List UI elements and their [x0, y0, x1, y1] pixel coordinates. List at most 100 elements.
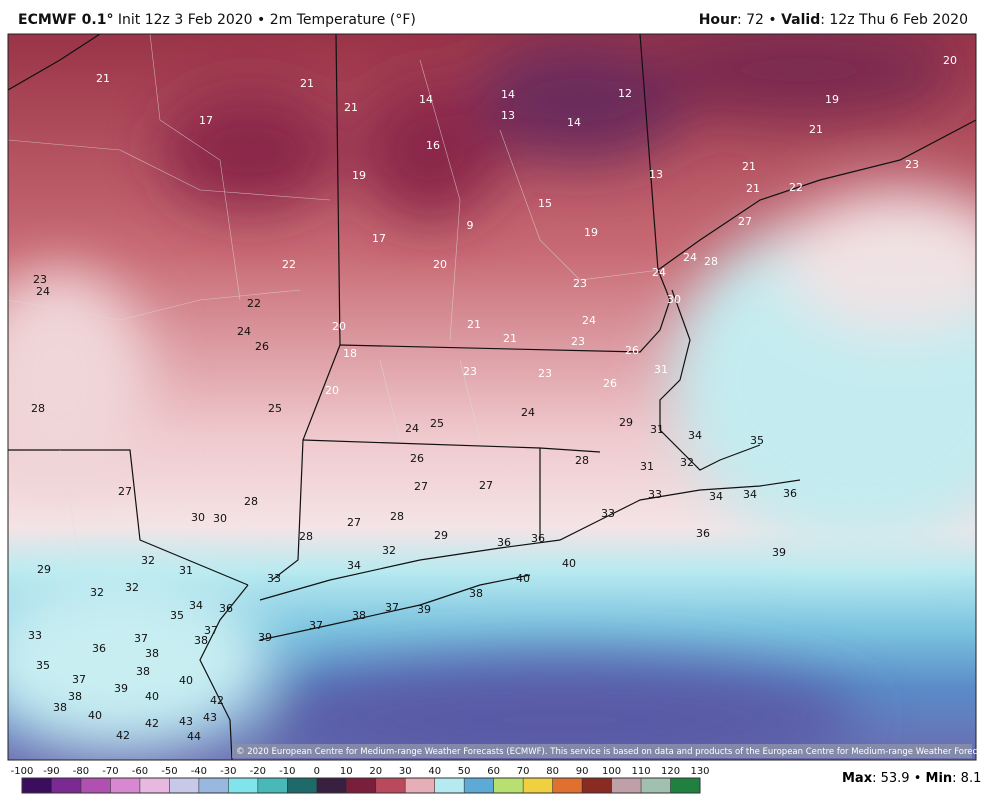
colorbar-tick-label: 60 — [487, 766, 500, 777]
temperature-label: 34 — [688, 429, 702, 442]
colorbar-tick-label: 130 — [690, 766, 709, 777]
colorbar-tick-label: 40 — [428, 766, 441, 777]
temperature-label: 20 — [325, 384, 339, 397]
temperature-label: 33 — [648, 488, 662, 501]
temperature-label: 31 — [640, 460, 654, 473]
temperature-label: 24 — [405, 422, 419, 435]
temperature-label: 19 — [352, 169, 366, 182]
temperature-label: 21 — [467, 318, 481, 331]
temperature-label: 27 — [347, 516, 361, 529]
hour-label: Hour — [698, 12, 737, 28]
temperature-label: 37 — [309, 619, 323, 632]
temperature-label: 19 — [825, 93, 839, 106]
temperature-label: 34 — [347, 559, 361, 572]
temperature-label: 23 — [33, 273, 47, 286]
temperature-label: 13 — [649, 168, 663, 181]
temperature-label: 29 — [619, 416, 633, 429]
colorbar-swatch — [464, 778, 495, 793]
temperature-label: 28 — [704, 255, 718, 268]
temperature-label: 38 — [136, 665, 150, 678]
temperature-label: 40 — [562, 557, 576, 570]
colorbar-swatch — [80, 778, 111, 793]
temperature-label: 15 — [538, 197, 552, 210]
colorbar-swatch — [375, 778, 406, 793]
temperature-label: 34 — [743, 488, 757, 501]
temperature-label: 29 — [434, 529, 448, 542]
colorbar-swatch — [257, 778, 288, 793]
temperature-label: 19 — [584, 226, 598, 239]
valid-info: Hour: 72 • Valid: 12z Thu 6 Feb 2020 — [699, 12, 968, 28]
valid-value: : 12z Thu 6 Feb 2020 — [820, 12, 968, 28]
max-value: : 53.9 • — [872, 771, 922, 786]
temperature-label: 37 — [134, 632, 148, 645]
temperature-label: 26 — [410, 452, 424, 465]
temperature-label: 40 — [88, 709, 102, 722]
temperature-label: 36 — [783, 487, 797, 500]
temperature-label: 26 — [625, 344, 639, 357]
min-value: : 8.1 — [952, 771, 982, 786]
colorbar-swatch — [110, 778, 141, 793]
temperature-label: 14 — [501, 88, 515, 101]
colorbar-tick-label: -60 — [132, 766, 148, 777]
temperature-label: 42 — [210, 694, 224, 707]
colorbar-tick-label: 0 — [314, 766, 320, 777]
temperature-label: 42 — [145, 717, 159, 730]
title: ECMWF 0.1° Init 12z 3 Feb 2020 • 2m Temp… — [18, 12, 416, 28]
temperature-label: 12 — [618, 87, 632, 100]
temperature-label: 35 — [36, 659, 50, 672]
temperature-label: 42 — [116, 729, 130, 742]
temperature-label: 33 — [28, 629, 42, 642]
temperature-label: 36 — [531, 532, 545, 545]
temperature-label: 30 — [213, 512, 227, 525]
temperature-label: 23 — [905, 158, 919, 171]
temperature-label: 23 — [573, 277, 587, 290]
temperature-label: 32 — [382, 544, 396, 557]
temperature-label: 28 — [390, 510, 404, 523]
temperature-label: 38 — [352, 609, 366, 622]
temperature-label: 36 — [92, 642, 106, 655]
temperature-label: 26 — [255, 340, 269, 353]
temperature-label: 40 — [179, 674, 193, 687]
temperature-label: 38 — [194, 634, 208, 647]
temperature-label: 39 — [772, 546, 786, 559]
colorbar-swatch — [287, 778, 318, 793]
temperature-label: 20 — [433, 258, 447, 271]
temperature-label: 13 — [501, 109, 515, 122]
temperature-label: 27 — [118, 485, 132, 498]
colorbar-tick-label: 10 — [340, 766, 353, 777]
temperature-label: 22 — [789, 181, 803, 194]
temperature-label: 21 — [96, 72, 110, 85]
colorbar-swatch — [316, 778, 347, 793]
colorbar-swatch — [405, 778, 436, 793]
temperature-label: 27 — [414, 480, 428, 493]
colorbar-tick-label: 100 — [602, 766, 621, 777]
temperature-label: 26 — [603, 377, 617, 390]
temperature-label: 25 — [268, 402, 282, 415]
temperature-label: 20 — [943, 54, 957, 67]
temperature-label: 24 — [521, 406, 535, 419]
hour-value: : 72 • — [736, 12, 777, 28]
temperature-label: 23 — [571, 335, 585, 348]
temperature-label: 35 — [750, 434, 764, 447]
colorbar-tick-label: -50 — [161, 766, 177, 777]
colorbar-tick-label: -40 — [191, 766, 207, 777]
colorbar-swatch — [169, 778, 200, 793]
temperature-label: 27 — [738, 215, 752, 228]
temperature-label: 37 — [204, 624, 218, 637]
temperature-label: 32 — [680, 456, 694, 469]
temperature-label: 35 — [170, 609, 184, 622]
temperature-label: 22 — [247, 297, 261, 310]
model-name: ECMWF 0.1° — [18, 12, 114, 28]
temperature-label: 24 — [237, 325, 251, 338]
colorbar-tick-label: -70 — [102, 766, 118, 777]
temperature-label: 33 — [267, 572, 281, 585]
temperature-label: 28 — [299, 530, 313, 543]
temperature-label: 21 — [344, 101, 358, 114]
run-info: Init 12z 3 Feb 2020 • 2m Temperature (°F… — [117, 12, 416, 28]
temperature-label: 28 — [575, 454, 589, 467]
colorbar-swatch — [582, 778, 613, 793]
temperature-label: 31 — [654, 363, 668, 376]
temperature-field — [8, 34, 976, 760]
